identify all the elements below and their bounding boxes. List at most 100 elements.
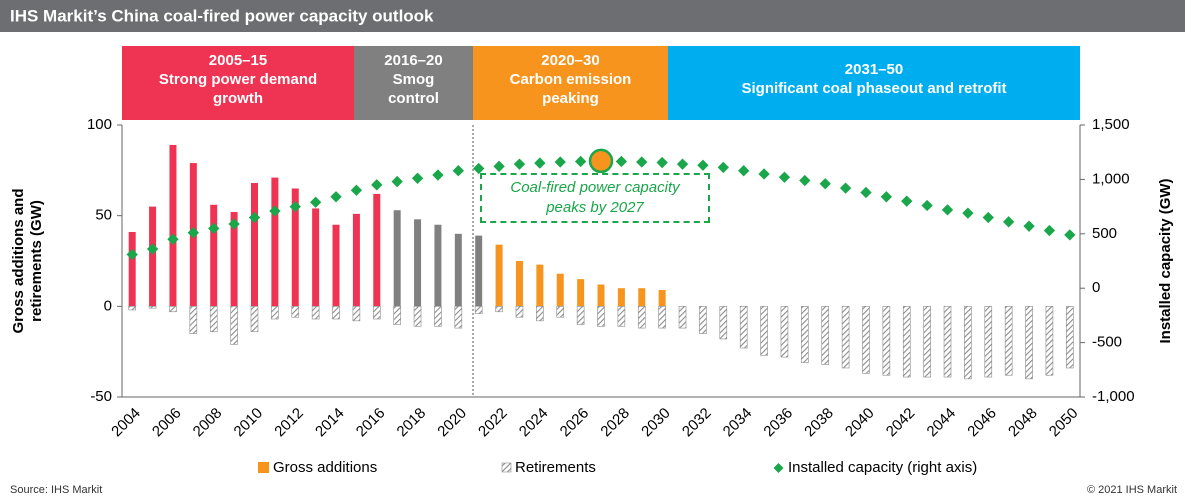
x-tick-label: 2014 bbox=[312, 405, 348, 441]
retirement-bar bbox=[801, 306, 809, 363]
capacity-point bbox=[860, 186, 872, 199]
capacity-point bbox=[1023, 220, 1035, 232]
capacity-point bbox=[411, 172, 424, 184]
capacity-point bbox=[228, 218, 240, 230]
period-band: 2016–20 Smog control bbox=[354, 46, 473, 120]
y-axis-title: Gross additions andretirements (GW) bbox=[10, 188, 45, 333]
x-tick-label: 2048 bbox=[1005, 405, 1041, 441]
capacity-point bbox=[1043, 224, 1056, 237]
y2-tick-label: -500 bbox=[1092, 334, 1122, 351]
addition-bar bbox=[495, 244, 503, 307]
retirement-bar bbox=[678, 306, 687, 329]
addition-bar bbox=[373, 193, 381, 307]
y2-tick-label: 1,500 bbox=[1092, 116, 1130, 133]
period-band: 2005–15 Strong power demand growth bbox=[122, 46, 354, 120]
retirement-bar bbox=[515, 306, 524, 318]
period-years: 2020–30 bbox=[541, 52, 600, 69]
retirement-bar bbox=[495, 306, 503, 313]
retirement-bar bbox=[250, 306, 259, 333]
retirement-bar bbox=[332, 306, 340, 320]
capacity-point bbox=[554, 156, 566, 168]
capacity-point bbox=[921, 199, 933, 212]
capacity-point bbox=[432, 169, 444, 181]
addition-bar bbox=[414, 219, 422, 307]
x-tick-label: 2036 bbox=[760, 405, 796, 441]
addition-bar bbox=[210, 204, 218, 307]
y2-tick-label: 0 bbox=[1092, 279, 1100, 296]
retirement-bar bbox=[352, 306, 361, 322]
y2-axis-title: Installed capacity (GW) bbox=[1157, 178, 1174, 343]
addition-bar bbox=[577, 279, 585, 307]
x-tick-label: 2038 bbox=[801, 405, 837, 441]
capacity-point bbox=[493, 160, 505, 173]
x-tick-label: 2032 bbox=[679, 405, 715, 441]
x-tick-label: 2026 bbox=[557, 405, 593, 441]
x-tick-label: 2016 bbox=[353, 405, 389, 441]
addition-bar bbox=[515, 261, 523, 307]
retirement-bar bbox=[943, 306, 952, 378]
retirement-bar bbox=[780, 306, 789, 358]
capacity-point bbox=[208, 222, 220, 235]
capacity-point bbox=[126, 248, 138, 261]
addition-bar bbox=[312, 208, 320, 307]
x-tick-label: 2024 bbox=[516, 405, 552, 441]
capacity-point bbox=[819, 178, 831, 190]
capacity-point bbox=[901, 195, 913, 207]
period-label: Carbon emission peaking bbox=[509, 71, 632, 107]
capacity-point bbox=[799, 174, 811, 187]
retirement-bar bbox=[189, 306, 198, 334]
x-tick-label: 2010 bbox=[231, 405, 267, 441]
source: Source: IHS Markit bbox=[10, 484, 102, 496]
capacity-point bbox=[676, 158, 689, 170]
capacity-point bbox=[330, 191, 342, 203]
capacity-point bbox=[717, 161, 729, 174]
capacity-point bbox=[982, 211, 994, 224]
retirement-bar bbox=[148, 306, 157, 309]
retirement-bar bbox=[1004, 306, 1013, 376]
y-tick-label: 100 bbox=[87, 116, 112, 133]
capacity-point bbox=[880, 191, 893, 203]
capacity-point bbox=[574, 155, 587, 168]
capacity-point bbox=[309, 196, 322, 208]
retirement-bar bbox=[556, 306, 565, 318]
period-band: 2031–50 Significant coal phaseout and ret… bbox=[668, 46, 1080, 120]
x-tick-label: 2028 bbox=[597, 405, 633, 441]
addition-bar bbox=[393, 210, 401, 307]
y2-tick-label: -1,000 bbox=[1092, 388, 1135, 405]
retirement-bar bbox=[699, 306, 707, 334]
retirement-bar bbox=[454, 306, 463, 329]
retirement-bar bbox=[271, 306, 279, 320]
retirement-bar bbox=[658, 306, 666, 329]
capacity-point bbox=[513, 158, 526, 170]
capacity-point bbox=[269, 205, 281, 217]
capacity-point bbox=[615, 155, 628, 168]
period-label: Smog control bbox=[388, 71, 439, 107]
retirement-bar bbox=[637, 306, 646, 329]
addition-bar bbox=[271, 177, 279, 307]
retirement-bar bbox=[474, 306, 483, 314]
retirement-bar bbox=[617, 306, 626, 327]
annotation: Coal-fired power capacity peaks by 2027 bbox=[480, 173, 710, 223]
addition-bar bbox=[291, 188, 299, 307]
retirement-bar bbox=[862, 306, 870, 374]
retirement-bar bbox=[719, 306, 728, 340]
capacity-point bbox=[1064, 229, 1076, 241]
addition-bar bbox=[230, 212, 238, 307]
capacity-point bbox=[248, 211, 261, 224]
x-tick-label: 2006 bbox=[149, 405, 185, 441]
retirement-bar bbox=[169, 306, 177, 313]
x-tick-label: 2040 bbox=[842, 405, 878, 441]
y2-tick-label: 1,000 bbox=[1092, 170, 1130, 187]
legend-swatch bbox=[773, 463, 784, 473]
x-tick-label: 2030 bbox=[638, 405, 674, 441]
legend-label: Installed capacity (right axis) bbox=[788, 459, 977, 476]
retirement-bar bbox=[984, 306, 993, 378]
capacity-point bbox=[452, 165, 464, 177]
capacity-point bbox=[1003, 216, 1015, 228]
capacity-point bbox=[778, 171, 791, 183]
retirement-bar bbox=[597, 306, 605, 327]
chart-title: IHS Markit’s China coal-fired power capa… bbox=[10, 6, 434, 25]
x-tick-label: 2034 bbox=[720, 405, 756, 441]
x-tick-label: 2050 bbox=[1046, 405, 1082, 441]
capacity-point bbox=[941, 204, 954, 216]
